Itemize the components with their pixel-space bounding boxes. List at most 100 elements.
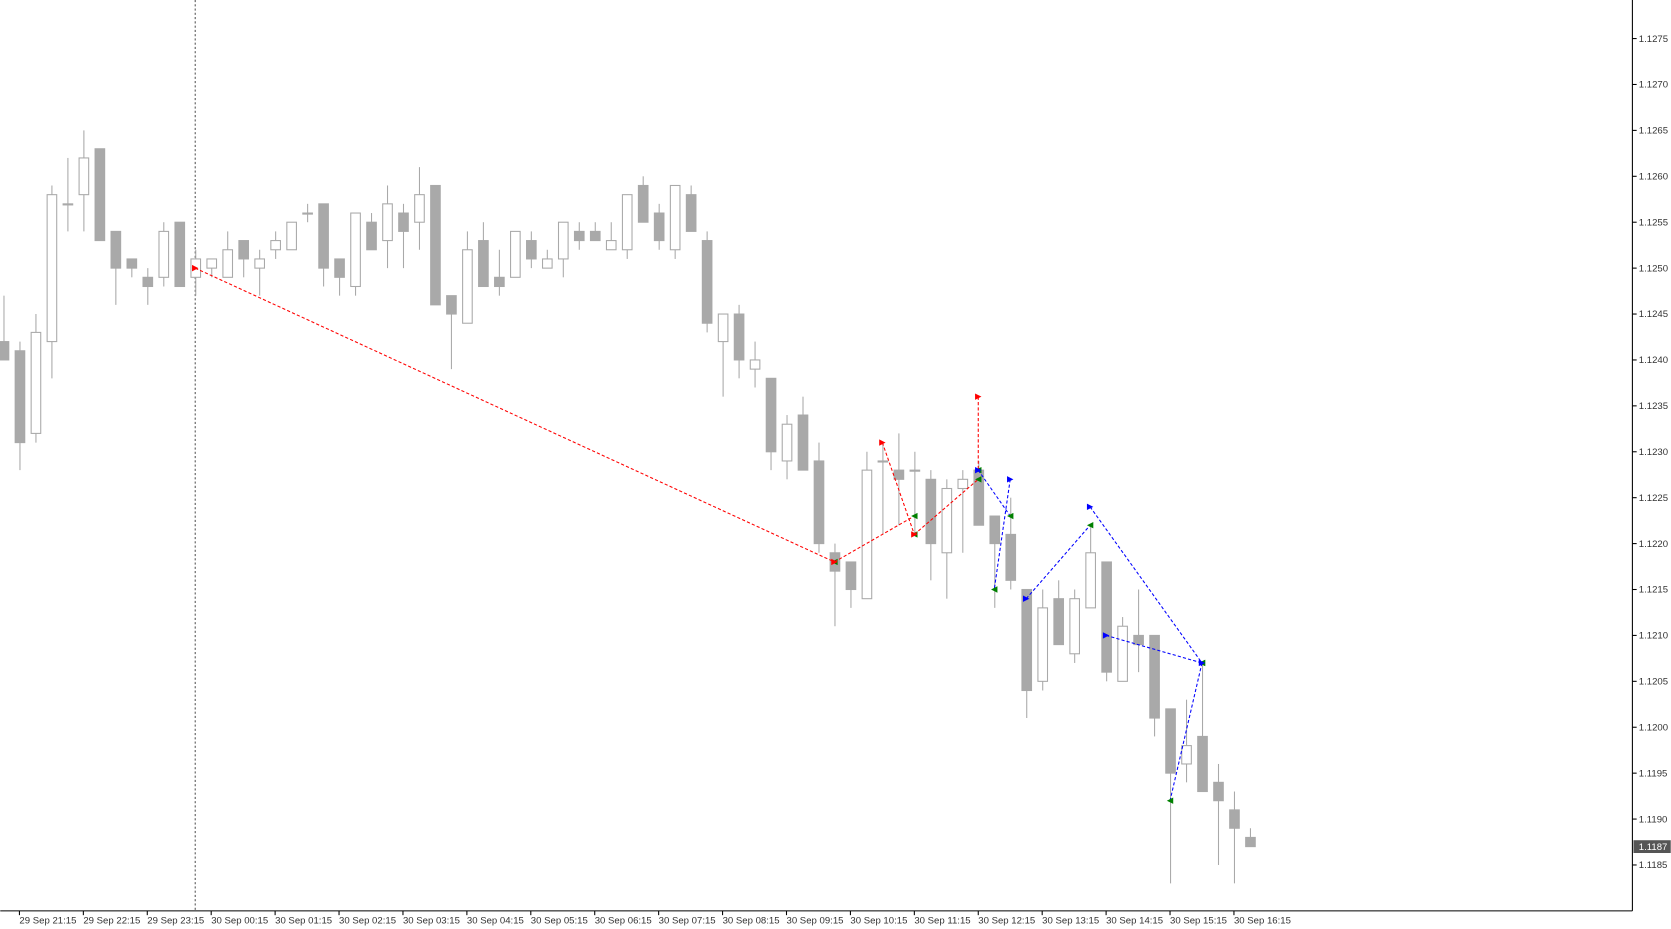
trade-marker	[192, 264, 199, 272]
candle-body	[1053, 598, 1065, 646]
x-tick-label: 30 Sep 06:15	[595, 916, 652, 927]
trade-marker	[991, 586, 998, 593]
candle-body	[813, 460, 825, 545]
y-tick-label: 1.1225	[1639, 493, 1668, 504]
candle-body	[238, 240, 250, 260]
candle-body	[270, 240, 281, 251]
y-tick-label: 1.1210	[1639, 631, 1668, 642]
candle-body	[797, 414, 809, 471]
candle-body	[46, 194, 58, 343]
trade-marker	[1166, 797, 1174, 804]
candle-body	[174, 221, 186, 288]
candle-body	[62, 203, 74, 206]
candle-body	[94, 148, 106, 242]
candle-body	[989, 515, 1001, 545]
candle-body	[605, 240, 617, 251]
candle-body	[557, 221, 569, 260]
candle-body	[1197, 735, 1208, 793]
trade-marker	[1198, 659, 1206, 667]
candle-body	[717, 313, 729, 343]
trade-line	[194, 267, 835, 563]
candle-body	[861, 469, 873, 600]
y-tick-label: 1.1235	[1639, 401, 1668, 412]
candle-body	[845, 561, 857, 591]
candle-body	[158, 230, 170, 278]
candle-body	[14, 350, 26, 444]
candle-body	[30, 331, 42, 434]
candle-body	[318, 203, 329, 269]
x-tick-label: 30 Sep 10:15	[850, 916, 907, 927]
trade-line	[977, 469, 1011, 517]
trade-marker	[1007, 476, 1014, 483]
y-tick-label: 1.1220	[1639, 539, 1668, 550]
candle-body	[334, 258, 345, 278]
trade-line	[881, 442, 915, 535]
candle-body	[1213, 781, 1224, 802]
candle-body	[494, 276, 505, 288]
candle-body	[510, 230, 521, 278]
candle-body	[0, 341, 10, 361]
trade-line	[1025, 524, 1091, 600]
trade-line	[1089, 506, 1203, 664]
candle-body	[1037, 607, 1049, 682]
trade-line	[1169, 662, 1203, 801]
candle-body	[126, 258, 138, 269]
candle-body	[382, 203, 393, 242]
trade-line	[834, 515, 915, 563]
y-tick-label: 1.1260	[1639, 171, 1668, 182]
candle-body	[941, 487, 953, 554]
trade-marker	[1102, 632, 1110, 639]
candle-body	[350, 212, 361, 288]
candle-body	[1229, 809, 1240, 829]
price-tag-label: 1.1187	[1639, 842, 1668, 853]
candle-body	[206, 258, 218, 269]
trade-marker	[911, 531, 918, 538]
trade-marker	[879, 439, 886, 446]
x-tick-label: 30 Sep 11:15	[914, 916, 970, 927]
y-tick-label: 1.1245	[1639, 309, 1668, 320]
candle-body	[1149, 634, 1160, 719]
candle-body	[957, 478, 969, 490]
x-tick-label: 30 Sep 16:15	[1234, 916, 1291, 927]
y-tick-label: 1.1240	[1639, 355, 1668, 366]
x-tick-label: 30 Sep 01:15	[275, 916, 332, 927]
candle-body	[302, 212, 313, 215]
candle-body	[1069, 598, 1081, 655]
candle-body	[1117, 625, 1128, 682]
candle-body	[1245, 836, 1256, 848]
y-tick-label: 1.1190	[1639, 814, 1668, 825]
trade-marker	[1086, 503, 1094, 511]
x-tick-label: 30 Sep 08:15	[723, 916, 780, 927]
x-tick-label: 30 Sep 13:15	[1042, 916, 1099, 927]
y-tick-label: 1.1270	[1639, 80, 1668, 91]
y-tick-label: 1.1195	[1639, 768, 1668, 779]
y-tick-label: 1.1250	[1639, 263, 1668, 274]
trade-marker	[1007, 512, 1014, 520]
x-tick-label: 30 Sep 04:15	[467, 916, 524, 927]
x-tick-label: 29 Sep 21:15	[19, 916, 76, 927]
trade-marker	[1086, 522, 1094, 529]
x-tick-label: 30 Sep 12:15	[978, 916, 1035, 927]
x-tick-label: 29 Sep 23:15	[147, 916, 204, 927]
candle-body	[701, 240, 713, 324]
trade-line	[1105, 634, 1203, 664]
candle-body	[909, 469, 921, 472]
candle-body	[478, 240, 489, 288]
candle-body	[765, 377, 777, 453]
candle-body	[110, 230, 122, 269]
trade-line	[913, 478, 979, 535]
x-tick-label: 30 Sep 09:15	[786, 916, 843, 927]
candle-body	[925, 478, 937, 545]
x-tick-label: 30 Sep 15:15	[1170, 916, 1227, 927]
y-tick-label: 1.1200	[1639, 722, 1668, 733]
candle-body	[893, 469, 905, 480]
candle-body	[78, 157, 90, 196]
x-tick-label: 30 Sep 02:15	[339, 916, 396, 927]
x-tick-label: 29 Sep 22:15	[83, 916, 140, 927]
trade-marker	[975, 466, 982, 474]
candle-body	[1085, 552, 1096, 609]
candle-body	[286, 221, 297, 251]
candle-body	[541, 258, 553, 269]
